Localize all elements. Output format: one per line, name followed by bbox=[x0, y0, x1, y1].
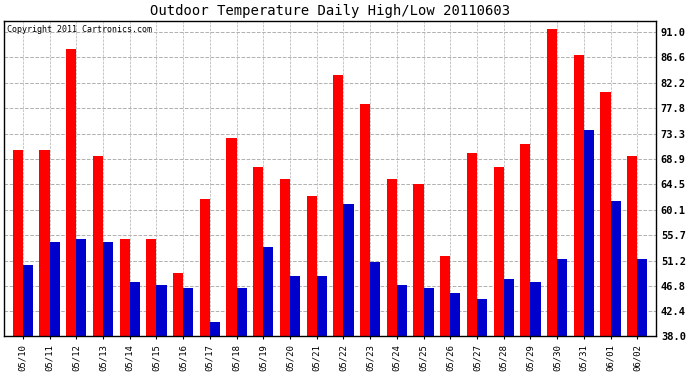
Bar bbox=[119, 239, 130, 336]
Bar bbox=[237, 288, 247, 336]
Bar bbox=[424, 288, 434, 336]
Bar bbox=[210, 322, 220, 336]
Bar bbox=[93, 156, 103, 336]
Bar bbox=[477, 299, 487, 336]
Bar bbox=[253, 167, 264, 336]
Bar bbox=[77, 239, 86, 336]
Bar bbox=[573, 55, 584, 336]
Bar bbox=[306, 196, 317, 336]
Bar bbox=[600, 93, 611, 336]
Bar bbox=[386, 178, 397, 336]
Bar bbox=[280, 178, 290, 336]
Bar bbox=[397, 285, 407, 336]
Bar bbox=[344, 204, 353, 336]
Bar bbox=[146, 239, 157, 336]
Bar bbox=[504, 279, 514, 336]
Bar bbox=[317, 276, 327, 336]
Bar bbox=[451, 293, 460, 336]
Bar bbox=[183, 288, 193, 336]
Bar bbox=[557, 259, 567, 336]
Bar bbox=[23, 265, 33, 336]
Bar bbox=[39, 150, 50, 336]
Bar bbox=[370, 262, 380, 336]
Bar bbox=[627, 156, 638, 336]
Bar bbox=[173, 273, 183, 336]
Bar bbox=[413, 184, 424, 336]
Title: Outdoor Temperature Daily High/Low 20110603: Outdoor Temperature Daily High/Low 20110… bbox=[150, 4, 510, 18]
Bar bbox=[226, 138, 237, 336]
Bar bbox=[611, 201, 621, 336]
Bar bbox=[360, 104, 370, 336]
Bar bbox=[199, 199, 210, 336]
Bar bbox=[638, 259, 647, 336]
Bar bbox=[157, 285, 166, 336]
Bar bbox=[12, 150, 23, 336]
Bar bbox=[520, 144, 531, 336]
Bar bbox=[493, 167, 504, 336]
Bar bbox=[531, 282, 540, 336]
Bar bbox=[547, 29, 557, 336]
Bar bbox=[66, 50, 77, 336]
Bar bbox=[440, 256, 451, 336]
Bar bbox=[584, 130, 594, 336]
Bar bbox=[130, 282, 140, 336]
Bar bbox=[333, 75, 344, 336]
Bar bbox=[467, 153, 477, 336]
Bar bbox=[103, 242, 113, 336]
Bar bbox=[264, 248, 273, 336]
Bar bbox=[290, 276, 300, 336]
Text: Copyright 2011 Cartronics.com: Copyright 2011 Cartronics.com bbox=[8, 26, 152, 34]
Bar bbox=[50, 242, 60, 336]
